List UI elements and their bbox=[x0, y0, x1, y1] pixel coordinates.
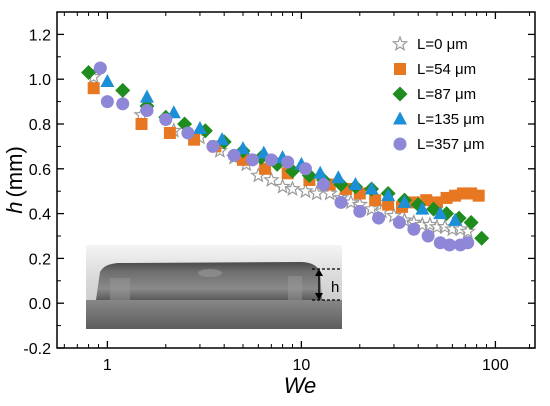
inset-photo: h bbox=[86, 245, 342, 329]
data-markers bbox=[81, 61, 490, 252]
legend-marker bbox=[393, 137, 407, 151]
y-tick-label: 0.0 bbox=[29, 296, 51, 313]
data-point bbox=[363, 200, 380, 217]
data-point bbox=[381, 188, 396, 202]
data-point bbox=[321, 184, 338, 201]
legend-label: L=54 μm bbox=[417, 61, 476, 78]
data-point bbox=[461, 236, 475, 250]
data-point bbox=[385, 207, 403, 223]
plot-frame bbox=[56, 11, 536, 349]
data-point bbox=[313, 165, 328, 179]
data-point bbox=[181, 126, 195, 140]
y-tick-label: 1.0 bbox=[29, 72, 51, 89]
data-point bbox=[448, 212, 463, 226]
data-point bbox=[331, 170, 346, 184]
x-axis-title: We bbox=[284, 373, 317, 398]
x-tick-label: 100 bbox=[482, 357, 509, 374]
data-point bbox=[135, 118, 148, 130]
y-tick-label: 0.8 bbox=[29, 117, 51, 134]
y-axis-title: h (mm) bbox=[2, 146, 27, 214]
data-point bbox=[215, 132, 230, 146]
data-point bbox=[93, 61, 107, 75]
data-point bbox=[474, 230, 490, 246]
data-point bbox=[353, 204, 367, 218]
data-point bbox=[235, 141, 250, 155]
legend-marker bbox=[392, 86, 408, 102]
data-point bbox=[308, 184, 325, 201]
data-point bbox=[284, 180, 301, 196]
x-tick-label: 1 bbox=[103, 357, 112, 374]
axes: -0.2 0.0 0.2 0.4 0.6 0.8 1.0 1.2 1 10 100 bbox=[23, 11, 535, 374]
y-tick-label: 0.4 bbox=[29, 207, 51, 224]
data-point bbox=[163, 126, 176, 139]
data-point bbox=[139, 89, 154, 103]
data-point bbox=[392, 216, 406, 230]
data-point bbox=[274, 178, 291, 194]
data-point bbox=[100, 73, 115, 87]
data-point bbox=[463, 215, 479, 231]
data-point bbox=[443, 238, 457, 252]
data-point bbox=[140, 104, 154, 118]
y-tick-label: 1.2 bbox=[29, 27, 51, 44]
data-point bbox=[369, 194, 382, 207]
data-point bbox=[281, 155, 295, 169]
data-point bbox=[421, 229, 435, 243]
y-axis-unit: (mm) bbox=[2, 146, 27, 197]
data-point bbox=[459, 222, 476, 239]
series-3 bbox=[100, 73, 463, 226]
data-point bbox=[348, 176, 363, 190]
y-tick-label: 0.6 bbox=[29, 162, 51, 179]
data-point bbox=[364, 181, 379, 195]
series-4 bbox=[93, 61, 475, 252]
data-point bbox=[415, 201, 430, 215]
legend-label: L=357 μm bbox=[417, 136, 484, 153]
data-point bbox=[263, 171, 280, 188]
data-point bbox=[382, 198, 395, 211]
data-point bbox=[433, 206, 448, 220]
data-point bbox=[227, 148, 241, 162]
data-point bbox=[298, 162, 312, 176]
legend-label: L=87 μm bbox=[417, 86, 476, 103]
data-point bbox=[372, 211, 386, 225]
inset-h-label: h bbox=[331, 279, 339, 296]
legend-marker bbox=[394, 63, 406, 75]
data-point bbox=[407, 222, 421, 236]
y-tick-label: -0.2 bbox=[23, 341, 51, 358]
data-point bbox=[206, 139, 220, 153]
data-point bbox=[116, 97, 130, 111]
data-point bbox=[421, 216, 439, 232]
x-tick-label: 10 bbox=[292, 357, 310, 374]
data-point bbox=[115, 82, 131, 98]
data-point bbox=[259, 162, 272, 175]
data-point bbox=[452, 220, 469, 237]
data-point bbox=[264, 153, 278, 167]
y-tick-label: 0.2 bbox=[29, 251, 51, 268]
data-point bbox=[316, 177, 330, 191]
data-point bbox=[192, 120, 207, 134]
legend-marker bbox=[393, 111, 407, 125]
data-point bbox=[246, 153, 260, 167]
y-axis-symbol: h bbox=[2, 202, 27, 214]
data-point bbox=[87, 82, 100, 95]
data-point bbox=[159, 113, 173, 127]
data-point bbox=[334, 195, 348, 209]
data-point bbox=[81, 64, 97, 80]
legend-marker bbox=[391, 35, 409, 52]
data-point bbox=[472, 189, 485, 202]
legend-label: L=0 μm bbox=[417, 36, 468, 53]
data-point bbox=[297, 182, 314, 199]
data-point bbox=[100, 95, 114, 109]
data-point bbox=[397, 194, 412, 208]
legend-label: L=135 μm bbox=[417, 111, 484, 128]
legend: L=0 μm L=54 μm L=87 μm L=135 μm L=357 μm bbox=[391, 35, 484, 153]
